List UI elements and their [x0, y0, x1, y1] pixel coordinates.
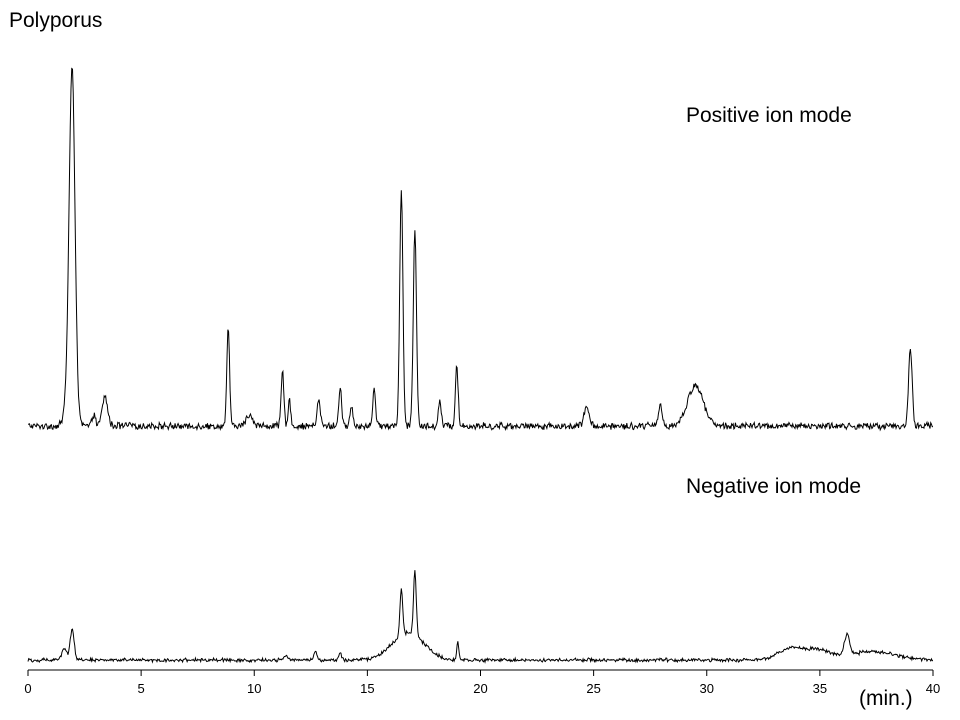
x-tick-label: 25: [586, 681, 600, 696]
positive-ion-trace: [27, 67, 934, 432]
x-tick-label: 15: [360, 681, 374, 696]
x-tick-label: 40: [926, 681, 940, 696]
x-tick-label: 10: [247, 681, 261, 696]
chart-title: Polyporus: [9, 9, 102, 32]
x-tick-label: 5: [138, 681, 145, 696]
negative-ion-trace-group: [27, 570, 934, 664]
x-tick-label: 35: [813, 681, 827, 696]
x-tick-label: 20: [473, 681, 487, 696]
x-tick-label: 30: [700, 681, 714, 696]
x-tick-label: 0: [24, 681, 31, 696]
negative-ion-mode-label: Negative ion mode: [686, 475, 861, 498]
negative-ion-trace: [27, 570, 934, 664]
positive-ion-trace-group: [27, 67, 934, 432]
positive-ion-mode-label: Positive ion mode: [686, 104, 852, 127]
x-axis-ticks: 0 5 10 15 20 25 30 35 40: [24, 670, 940, 696]
x-axis-unit-label: (min.): [859, 687, 913, 710]
